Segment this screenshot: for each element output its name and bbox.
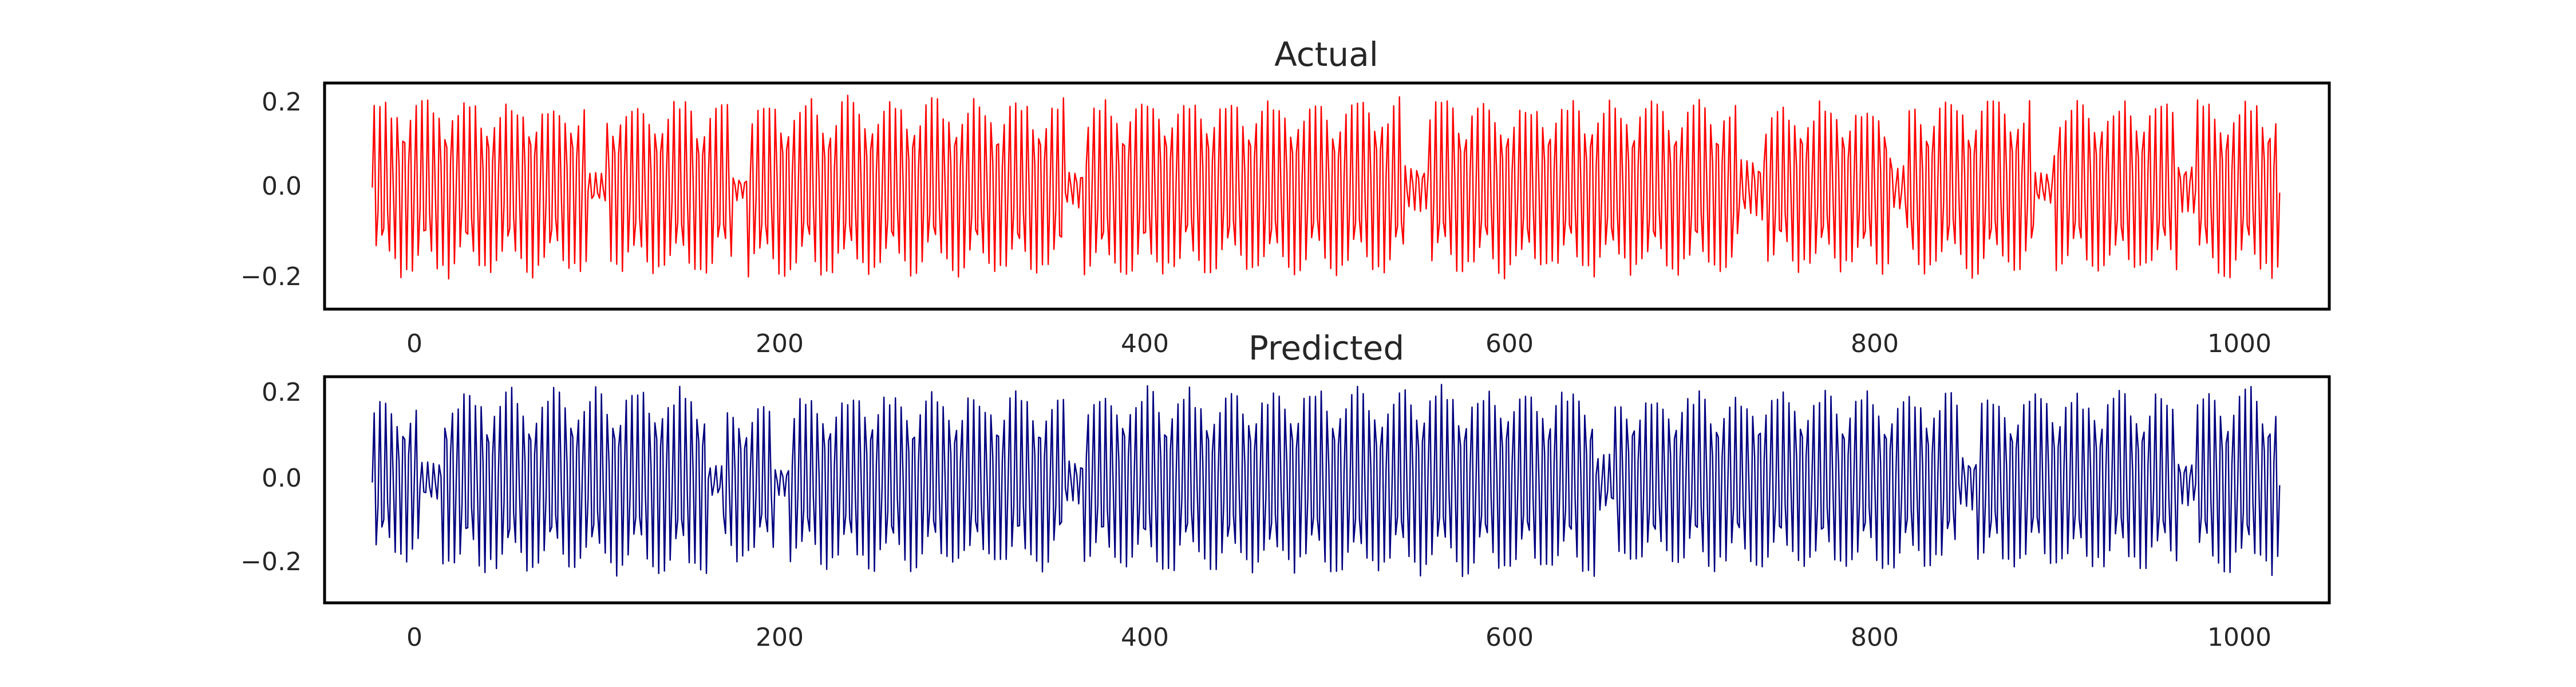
x-tick-label: 0 [406,329,422,358]
x-ticks-predicted: 0 200 400 600 800 1000 [406,623,2271,652]
y-tick-label: 0.0 [262,464,302,493]
x-tick-label: 400 [1121,329,1169,358]
x-ticks-actual: 0 200 400 600 800 1000 [406,329,2271,358]
x-tick-label: 600 [1485,329,1534,358]
x-tick-label: 800 [1851,623,1899,652]
series-predicted-line-group [372,384,2281,577]
x-tick-label: 800 [1851,329,1899,358]
y-ticks-predicted: −0.2 0.0 0.2 [240,378,302,577]
series-line-predicted [372,384,2281,577]
x-tick-label: 400 [1121,623,1169,652]
y-tick-label: 0.2 [262,378,302,407]
x-tick-label: 200 [756,329,804,358]
panel-title-predicted: Predicted [1249,329,1404,368]
y-tick-label: 0.0 [262,172,302,201]
x-tick-label: 200 [756,623,804,652]
axes-frame-actual [323,81,2331,311]
panel-title-actual: Actual [1274,35,1378,74]
axes-frame-predicted [323,375,2331,605]
panel-predicted: Predicted −0.2 0.0 0.2 0 200 400 600 800… [240,329,2331,652]
panel-actual: Actual −0.2 0.0 0.2 0 200 400 600 800 10… [240,35,2331,358]
series-line-actual [372,94,2281,280]
x-tick-label: 600 [1485,623,1534,652]
series-actual-line-group [372,94,2281,280]
y-tick-label: 0.2 [262,88,302,117]
y-tick-label: −0.2 [240,547,302,577]
x-tick-label: 1000 [2207,623,2271,652]
x-tick-label: 1000 [2207,329,2271,358]
y-tick-label: −0.2 [240,262,302,291]
x-tick-label: 0 [406,623,422,652]
y-ticks-actual: −0.2 0.0 0.2 [240,88,302,291]
